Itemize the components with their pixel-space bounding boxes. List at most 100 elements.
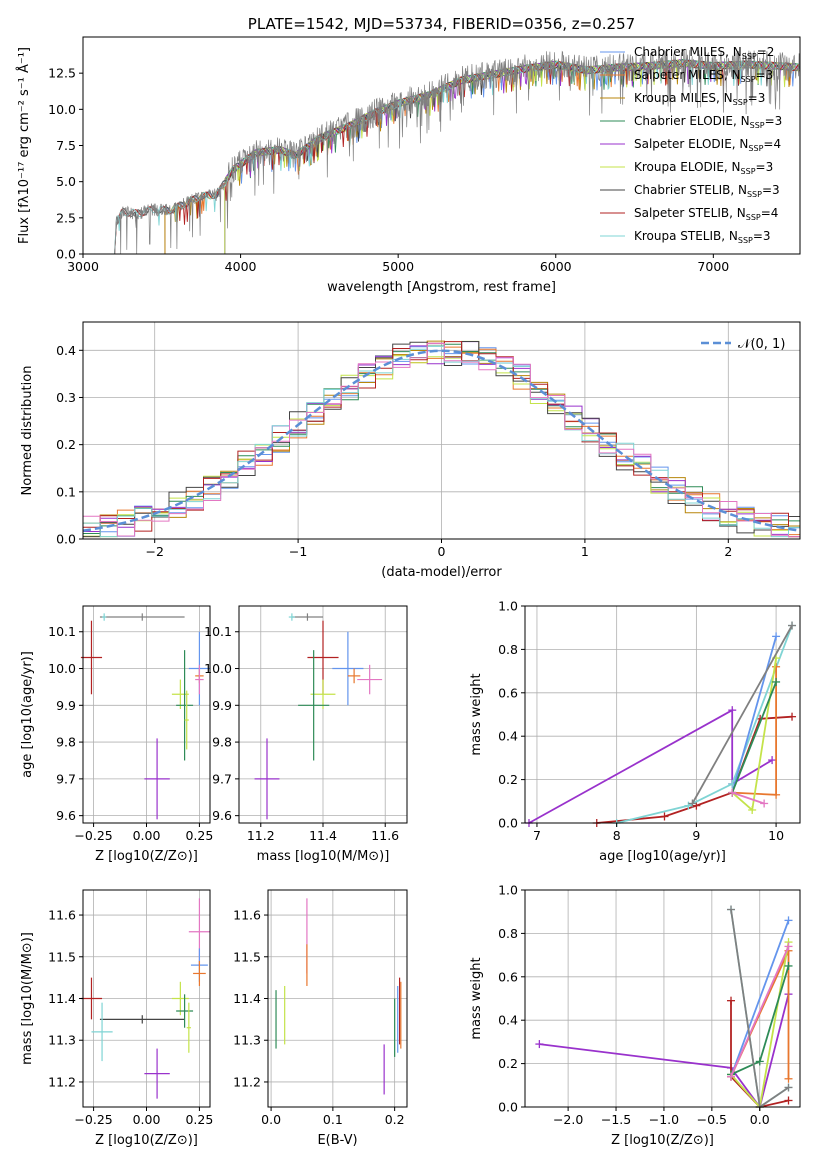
y-tick-label: 9.6: [56, 808, 76, 823]
chart-weight_vs_age: 7 8 9 10 0.0 0.2 0.4 0.6 0.8 1.0 age [log10(age/yr…: [469, 599, 801, 864]
y-tick-label: 11.3: [233, 1033, 261, 1048]
y-tick-label: 9.7: [212, 771, 232, 786]
x-tick-label: 8: [613, 828, 621, 843]
y-tick-label: 0.1: [56, 484, 76, 499]
y-tick-label: 11.3: [48, 1033, 76, 1048]
y-tick-label: 0.0: [498, 1100, 518, 1115]
legend-label: 𝒩(0, 1): [738, 337, 785, 352]
series-line: [539, 993, 790, 1110]
x-axis-label: wavelength [Angstrom, rest frame]: [327, 280, 556, 295]
legend-label: Kroupa MILES, NSSP=3: [634, 91, 765, 107]
chart-residuals: −2 −1 0 1 2 0.0 0.1 0.2 0.3 0.4 (data-model)/error…: [20, 321, 801, 580]
x-tick-label: 0.0: [261, 1112, 281, 1127]
y-tick-label: 0.8: [498, 926, 518, 941]
x-tick-label: 0: [438, 544, 446, 559]
y-tick-label: 0.2: [498, 772, 518, 787]
y-tick-label: 11.2: [48, 1074, 76, 1089]
legend-label: Chabrier STELIB, NSSP=3: [634, 183, 780, 199]
x-axis-label: Z [log10(Z/Z⊙)]: [611, 1133, 714, 1148]
x-tick-label: 5000: [382, 259, 414, 274]
chart-mass_vs_ebv: 0.0 0.1 0.2 11.2 11.3 11.4 11.5 11.6 E(B-V): [233, 889, 408, 1148]
y-tick-label: 0.0: [498, 816, 518, 831]
x-tick-label: 3000: [67, 259, 99, 274]
series-line: [596, 715, 793, 824]
y-tick-label: 9.8: [56, 735, 76, 750]
x-tick-label: −2.0: [553, 1112, 583, 1127]
x-tick-label: 7: [533, 828, 541, 843]
series-line: [730, 946, 790, 1077]
legend-label: Salpeter STELIB, NSSP=4: [634, 206, 778, 222]
series-line: [528, 708, 773, 824]
axes-frame: [524, 605, 801, 824]
legend-label: Salpeter ELODIE, NSSP=4: [634, 137, 781, 153]
chart-title: PLATE=1542, MJD=53734, FIBERID=0356, z=0…: [248, 15, 635, 33]
y-tick-label: 0.4: [498, 729, 518, 744]
y-tick-label: 0.2: [498, 1056, 518, 1071]
x-tick-label: 0.25: [185, 1112, 213, 1127]
x-tick-label: 0.00: [133, 1112, 161, 1127]
y-tick-label: 12.5: [48, 66, 76, 81]
spectrum-plot: [114, 49, 800, 254]
y-tick-label: 11.4: [48, 991, 76, 1006]
y-tick-label: 10.0: [48, 661, 76, 676]
y-tick-label: 0.0: [56, 247, 76, 262]
y-tick-label: 11.5: [48, 949, 76, 964]
x-axis-label: E(B-V): [317, 1133, 357, 1148]
chart-age_vs_Z: −0.25 0.00 0.25 9.6 9.7 9.8 9.9 10.0 10.1 Z [log1…: [20, 605, 213, 864]
x-tick-label: −0.25: [74, 828, 112, 843]
chart-mass_vs_Z: −0.25 0.00 0.25 11.2 11.3 11.4 11.5 11.6 Z [log1…: [20, 889, 213, 1148]
x-axis-label: (data-model)/error: [381, 565, 502, 580]
y-tick-label: 9.6: [212, 808, 232, 823]
y-tick-label: 11.2: [233, 1074, 261, 1089]
x-tick-label: 0.2: [385, 1112, 405, 1127]
y-tick-label: 0.8: [498, 642, 518, 657]
y-axis-label: mass [log10(M/M⊙)]: [20, 932, 35, 1065]
legend-label: Chabrier ELODIE, NSSP=3: [634, 114, 782, 130]
x-tick-label: −1.0: [649, 1112, 679, 1127]
chart-spectrum: 3000 4000 5000 6000 7000 0.0 2.5 5.0 7.5 10.0 12.5…: [16, 15, 801, 295]
y-tick-label: 10.0: [204, 661, 232, 676]
x-tick-label: 4000: [225, 259, 257, 274]
series-line: [731, 681, 777, 793]
legend-label: Salpeter MILES, NSSP=3: [634, 68, 773, 84]
y-axis-label: Flux [fλ10⁻¹⁷ erg cm⁻² s⁻¹ Å⁻¹]: [16, 47, 32, 244]
x-tick-label: 11.4: [309, 828, 337, 843]
y-tick-label: 0.2: [56, 437, 76, 452]
gaussian-curve: [82, 349, 801, 532]
x-tick-label: −1.5: [601, 1112, 631, 1127]
series-line: [731, 791, 765, 805]
y-tick-label: 0.6: [498, 969, 518, 984]
y-tick-label: 10.1: [204, 624, 232, 639]
legend-label: Kroupa ELODIE, NSSP=3: [634, 160, 773, 176]
y-axis-label: mass weight: [469, 957, 484, 1039]
chart-age_vs_mass: 11.2 11.4 11.6 9.6 9.7 9.8 9.9 10.0 10.1 mass [lo…: [204, 605, 408, 864]
y-tick-label: 10.1: [48, 624, 76, 639]
x-tick-label: 0.25: [185, 828, 213, 843]
x-tick-label: 7000: [697, 259, 729, 274]
y-tick-label: 7.5: [56, 138, 76, 153]
x-tick-label: 9: [692, 828, 700, 843]
y-tick-label: 1.0: [498, 599, 518, 614]
series-line: [731, 636, 777, 793]
y-tick-label: 0.3: [56, 390, 76, 405]
y-axis-label: age [log10(age/yr)]: [20, 651, 35, 778]
y-tick-label: 11.5: [233, 949, 261, 964]
series-line: [616, 625, 793, 824]
x-tick-label: 0.00: [133, 828, 161, 843]
x-tick-label: 10: [768, 828, 784, 843]
x-tick-label: 0.0: [750, 1112, 770, 1127]
data-spectrum-line: [114, 49, 800, 254]
y-tick-label: 0.6: [498, 685, 518, 700]
y-tick-label: 1.0: [498, 883, 518, 898]
x-tick-label: −1: [289, 544, 307, 559]
x-tick-label: −0.5: [697, 1112, 727, 1127]
x-tick-label: −2: [145, 544, 163, 559]
y-tick-label: 11.6: [48, 908, 76, 923]
y-tick-label: 9.9: [56, 698, 76, 713]
axes-frame: [524, 889, 801, 1108]
y-tick-label: 0.4: [498, 1013, 518, 1028]
y-tick-label: 11.6: [233, 908, 261, 923]
x-axis-label: Z [log10(Z/Z⊙)]: [95, 849, 198, 864]
x-tick-label: 2: [724, 544, 732, 559]
